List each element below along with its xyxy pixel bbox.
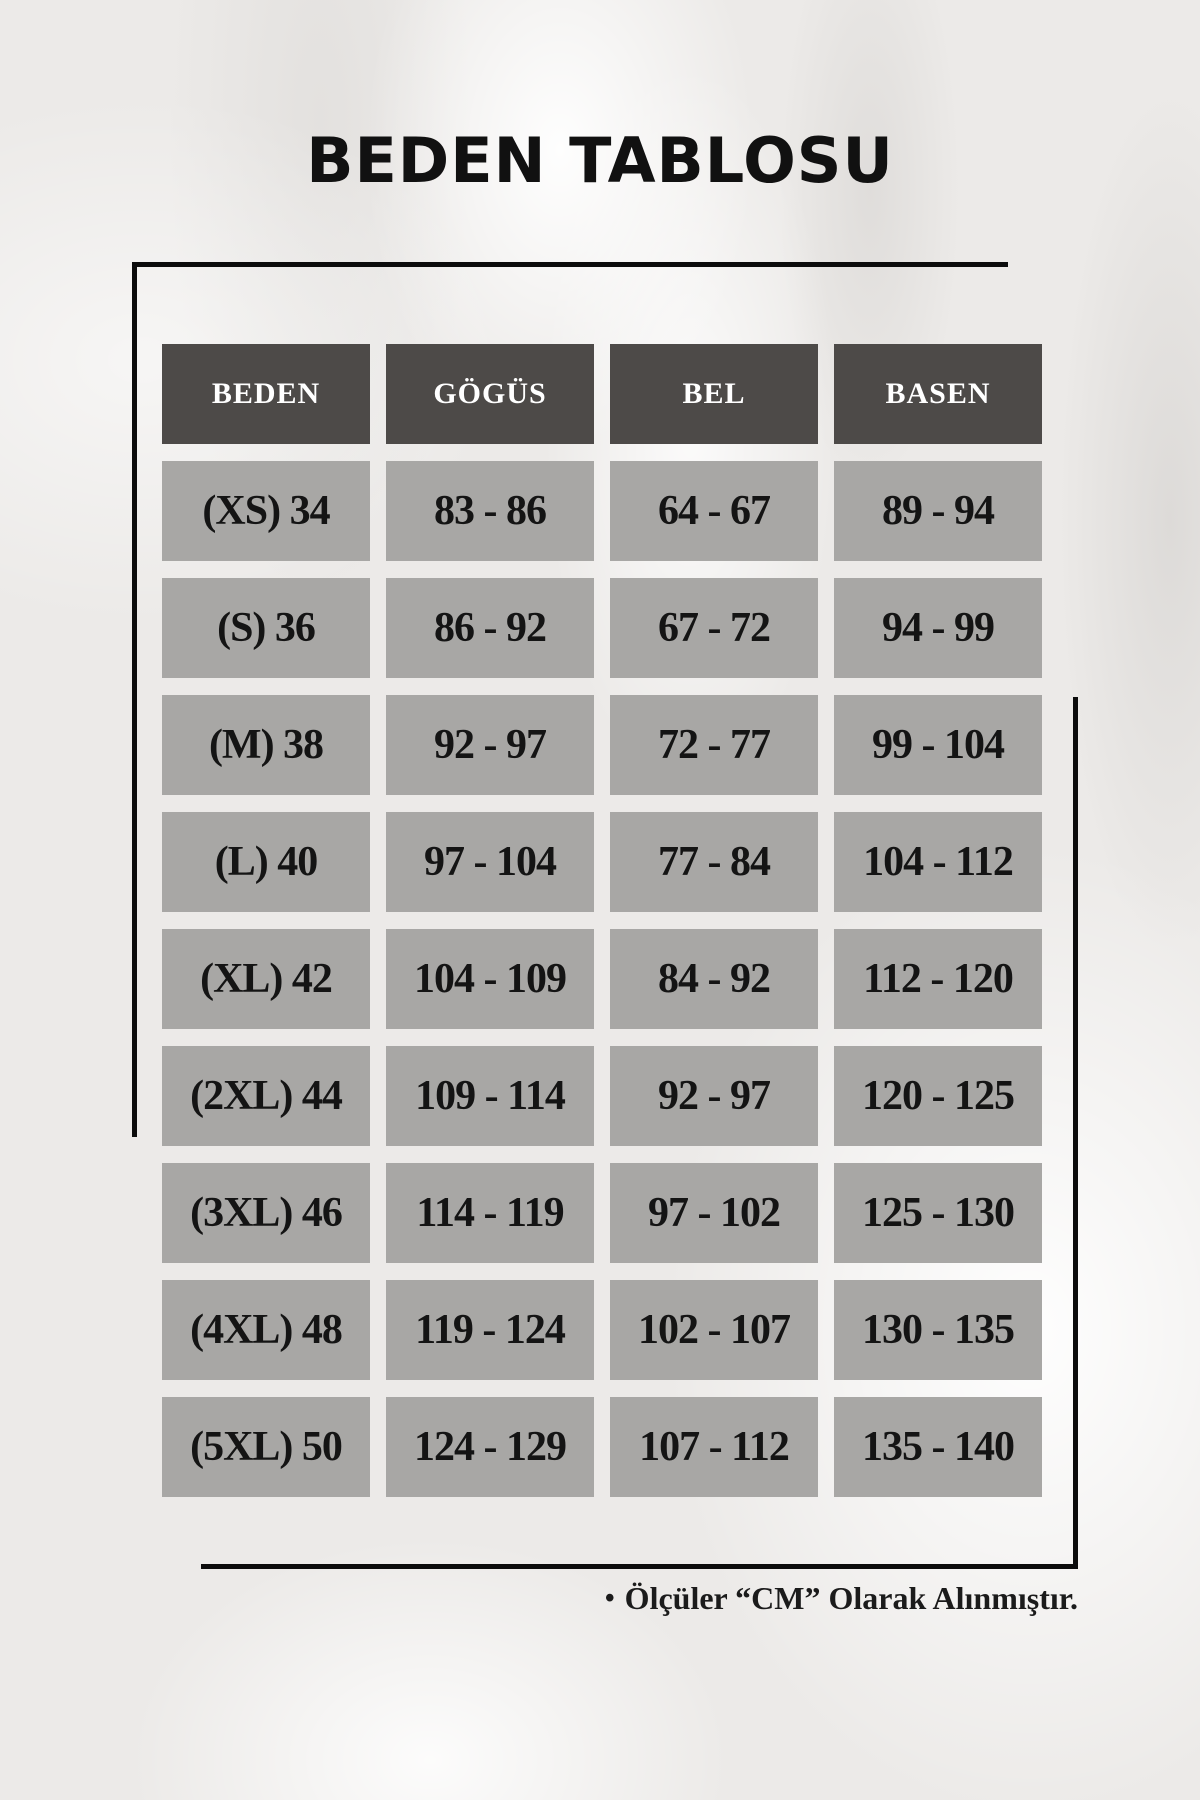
decorative-line-bottom <box>201 1564 1078 1569</box>
decorative-line-right <box>1073 697 1078 1569</box>
measurement-cell: 102 - 107 <box>610 1280 818 1380</box>
page-title: BEDEN TABLOSU <box>306 124 894 197</box>
measurement-cell: 89 - 94 <box>834 461 1042 561</box>
measurement-cell: 83 - 86 <box>386 461 594 561</box>
column-header-bel: BEL <box>610 344 818 444</box>
measurement-cell: 109 - 114 <box>386 1046 594 1146</box>
measurement-cell: 120 - 125 <box>834 1046 1042 1146</box>
measurement-cell: 130 - 135 <box>834 1280 1042 1380</box>
measurement-cell: 99 - 104 <box>834 695 1042 795</box>
measurement-cell: 112 - 120 <box>834 929 1042 1029</box>
bullet-icon: • <box>604 1583 615 1614</box>
size-cell: (2XL) 44 <box>162 1046 370 1146</box>
measurement-cell: 119 - 124 <box>386 1280 594 1380</box>
measurement-cell: 92 - 97 <box>386 695 594 795</box>
measurement-cell: 64 - 67 <box>610 461 818 561</box>
size-cell: (L) 40 <box>162 812 370 912</box>
decorative-line-left <box>132 262 137 1137</box>
measurement-cell: 94 - 99 <box>834 578 1042 678</box>
measurement-cell: 97 - 104 <box>386 812 594 912</box>
size-cell: (4XL) 48 <box>162 1280 370 1380</box>
measurement-cell: 104 - 112 <box>834 812 1042 912</box>
measurement-cell: 107 - 112 <box>610 1397 818 1497</box>
size-cell: (3XL) 46 <box>162 1163 370 1263</box>
measurement-cell: 125 - 130 <box>834 1163 1042 1263</box>
measurement-cell: 135 - 140 <box>834 1397 1042 1497</box>
size-cell: (XS) 34 <box>162 461 370 561</box>
measurement-cell: 86 - 92 <box>386 578 594 678</box>
size-cell: (XL) 42 <box>162 929 370 1029</box>
decorative-line-top <box>132 262 1008 267</box>
size-cell: (M) 38 <box>162 695 370 795</box>
measurement-note: • Ölçüler “CM” Olarak Alınmıştır. <box>605 1580 1078 1617</box>
measurement-cell: 124 - 129 <box>386 1397 594 1497</box>
size-table: BEDEN GÖGÜS BEL BASEN (XS) 34 83 - 86 64 -… <box>162 344 1042 1497</box>
measurement-cell: 104 - 109 <box>386 929 594 1029</box>
column-header-basen: BASEN <box>834 344 1042 444</box>
size-cell: (S) 36 <box>162 578 370 678</box>
measurement-cell: 84 - 92 <box>610 929 818 1029</box>
column-header-beden: BEDEN <box>162 344 370 444</box>
measurement-cell: 114 - 119 <box>386 1163 594 1263</box>
measurement-cell: 67 - 72 <box>610 578 818 678</box>
measurement-cell: 92 - 97 <box>610 1046 818 1146</box>
measurement-note-text: Ölçüler “CM” Olarak Alınmıştır. <box>624 1580 1078 1616</box>
measurement-cell: 72 - 77 <box>610 695 818 795</box>
measurement-cell: 77 - 84 <box>610 812 818 912</box>
size-cell: (5XL) 50 <box>162 1397 370 1497</box>
column-header-gogus: GÖGÜS <box>386 344 594 444</box>
measurement-cell: 97 - 102 <box>610 1163 818 1263</box>
